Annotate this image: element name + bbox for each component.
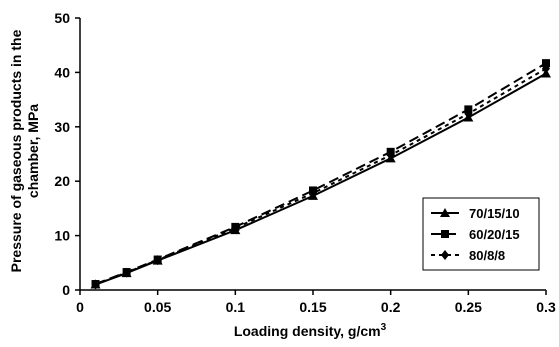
x-axis-label: Loading density, g/cm3 — [234, 322, 387, 339]
legend-marker — [440, 208, 450, 217]
data-point-80-8-8 — [309, 188, 317, 199]
y-tick-label: 50 — [54, 10, 70, 26]
x-tick-label: 0.3 — [536, 299, 556, 315]
x-tick-label: 0.1 — [226, 299, 246, 315]
data-point-80-8-8 — [464, 108, 473, 119]
x-tick-label: 0 — [76, 299, 84, 315]
data-point-80-8-8 — [542, 63, 550, 74]
x-tick-label: 0.05 — [144, 299, 171, 315]
y-tick-label: 40 — [54, 64, 70, 80]
y-tick-label: 20 — [54, 173, 70, 189]
data-point-80-8-8 — [386, 150, 395, 161]
legend-marker — [441, 230, 449, 238]
y-tick-label: 30 — [54, 119, 70, 135]
data-point-80-8-8 — [122, 267, 131, 278]
y-tick-label: 0 — [62, 282, 70, 298]
x-tick-label: 0.2 — [381, 299, 401, 315]
series-line-80-8-8 — [95, 67, 547, 286]
y-axis-label-line2: chamber, MPa — [25, 104, 41, 198]
x-axis-label-superscript: 3 — [381, 322, 387, 333]
series-line-70-15-10 — [95, 72, 547, 286]
legend-label: 70/15/10 — [469, 206, 520, 221]
legend-label: 60/20/15 — [469, 227, 520, 242]
legend-label: 80/8/8 — [469, 248, 505, 263]
data-point-60-20-15 — [542, 59, 550, 68]
y-tick-label: 10 — [54, 228, 70, 244]
y-axis-label-line1: Pressure of gaseous products in the — [8, 29, 24, 272]
x-tick-label: 0.15 — [299, 299, 326, 315]
legend-marker — [441, 250, 449, 260]
data-point-80-8-8 — [153, 255, 162, 266]
data-point-80-8-8 — [231, 222, 240, 233]
data-point-80-8-8 — [91, 279, 100, 290]
x-tick-label: 0.25 — [455, 299, 482, 315]
series-line-60-20-15 — [95, 62, 547, 285]
x-axis-label-text: Loading density, g/cm — [234, 323, 381, 339]
plot-area: 0 10 20 30 40 50 0 0.05 0.1 0.15 0.2 0.25 0.3 70/15/1… — [54, 10, 556, 315]
